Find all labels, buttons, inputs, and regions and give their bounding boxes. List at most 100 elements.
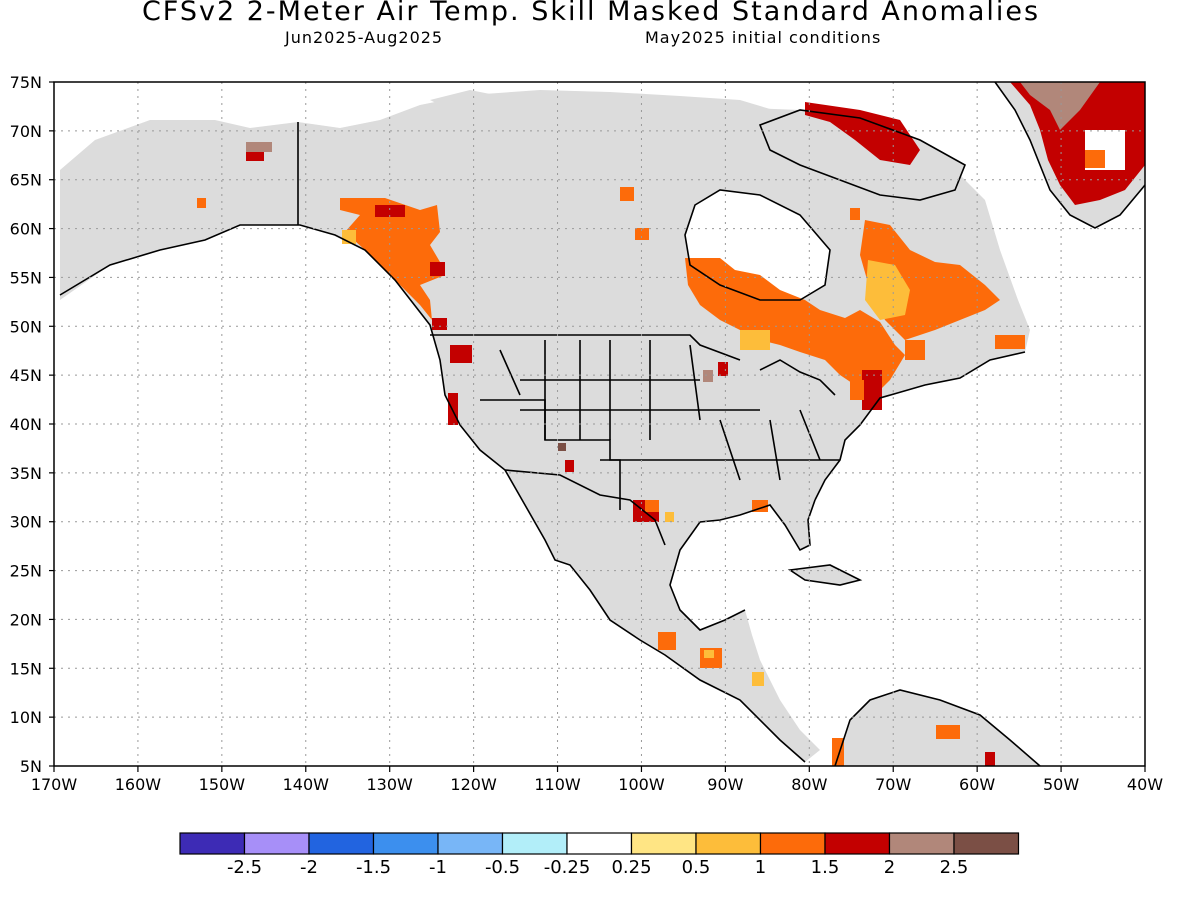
patch-greenland-red [1010,82,1145,205]
lon-label: 140W [283,775,330,794]
patch-utah-brown [558,443,566,451]
map-title: CFSv2 2-Meter Air Temp. Skill Masked Sta… [141,0,1041,27]
colorbar-labels: -2.5 -2 -1.5 -1 -0.5 -0.25 0.25 0.5 1 1.5 2 2.5 [227,857,968,878]
lon-label: 60W [959,775,995,794]
colorbar-label: -0.5 [485,857,520,878]
lat-label: 45N [10,366,42,385]
colorbar-label: -2 [300,857,318,878]
lon-label: 90W [707,775,743,794]
latitude-labels: 75N 70N 65N 60N 55N 50N 45N 40N 35N 30N 25N 20N 15N 1… [10,73,42,776]
lon-label: 40W [1127,775,1163,794]
colorbar-swatch [566,832,633,855]
lat-label: 50N [10,317,42,336]
patch-mexico-orange [658,632,676,650]
colorbar-swatch [824,832,891,855]
lat-label: 10N [10,708,42,727]
patch-ontario-orange [685,258,905,400]
initial-conditions: May2025 initial conditions [645,28,882,47]
patch-quebec-small [850,208,860,220]
lon-label: 80W [791,775,827,794]
colorbar-label: -1.5 [356,857,391,878]
lon-label: 160W [115,775,162,794]
patch-california-red [448,393,458,425]
colorbar-swatch [179,832,246,855]
patch-greenland-brown [1020,82,1100,130]
arctic-islands [430,90,880,180]
colorbar-swatch [308,832,375,855]
patch-baffin-red [805,102,920,165]
colorbar-swatch [372,832,439,855]
forecast-period: Jun2025-Aug2025 [285,28,444,47]
colorbar-swatch [695,832,762,855]
patch-bc-red-3 [432,318,447,330]
patch-greenland-orange [1085,150,1105,168]
colorbar-swatch [243,832,310,855]
patch-guatemala-yellow [704,650,714,658]
patch-newfoundland-orange [995,335,1025,349]
colorbar-label: 2.5 [940,857,969,878]
colorbar-label: -0.25 [544,857,591,878]
colorbar-label: 1.5 [811,857,840,878]
lat-label: 60N [10,220,42,239]
lon-label: 170W [31,775,78,794]
lat-label: 20N [10,610,42,629]
lon-label: 70W [875,775,911,794]
lon-label: 150W [199,775,246,794]
patch-nunavut-orange-2 [635,228,649,240]
colorbar-swatch [437,832,504,855]
lon-label: 120W [450,775,497,794]
lat-label: 25N [10,562,42,581]
patch-texas-orange [645,500,659,512]
patch-bc-red-2 [430,262,445,276]
lat-label: 70N [10,122,42,141]
colorbar-swatch [888,832,955,855]
colorbar-swatch [630,832,697,855]
lat-label: 65N [10,171,42,190]
colorbar-swatch [759,832,826,855]
patch-arizona-red [565,460,574,472]
patch-texas-yellow [665,512,674,522]
lon-label: 110W [534,775,581,794]
patch-venezuela-orange [936,725,960,739]
lat-label: 5N [20,757,42,776]
colorbar-label: -1 [429,857,447,878]
colorbar-label: 2 [884,857,895,878]
patch-nunavut-orange [620,187,634,201]
patch-nicaragua-yellow [752,672,764,686]
colorbar-label: 1 [755,857,766,878]
colorbar-swatch [501,832,568,855]
patch-oregon-red [450,345,472,363]
patch-guyana-red [985,752,995,766]
graticule [54,82,1145,766]
colorbar-label: -2.5 [227,857,262,878]
colorbar [179,832,1020,855]
lon-label: 100W [618,775,665,794]
lon-label: 130W [367,775,414,794]
patch-alaska-red [246,152,264,161]
axis-ticks [49,81,1146,772]
coastlines-and-borders [59,82,1145,766]
lat-label: 30N [10,513,42,532]
colorbar-label: 0.5 [682,857,711,878]
lat-label: 75N [10,73,42,92]
patch-michigan-red [718,362,728,376]
lat-label: 35N [10,464,42,483]
lon-label: 50W [1043,775,1079,794]
lat-label: 15N [10,659,42,678]
patch-alaska-orange [197,198,206,208]
lat-label: 40N [10,415,42,434]
colorbar-swatch [953,832,1020,855]
patch-colombia-orange [832,738,844,766]
colorbar-label: 0.25 [611,857,651,878]
patch-wisconsin-brown [703,370,713,382]
patch-quebec-yellow [865,260,910,320]
patch-bc-red [375,205,405,217]
patch-maritimes-orange [905,340,925,360]
baffin-island [760,110,965,200]
lat-label: 55N [10,268,42,287]
patch-newengland-orange [850,380,864,400]
patch-newengland-red [862,370,882,410]
longitude-labels: 170W 160W 150W 140W 130W 120W 110W 100W 90W 80W 70… [31,775,1163,794]
patch-ontario-yellow [740,330,770,350]
